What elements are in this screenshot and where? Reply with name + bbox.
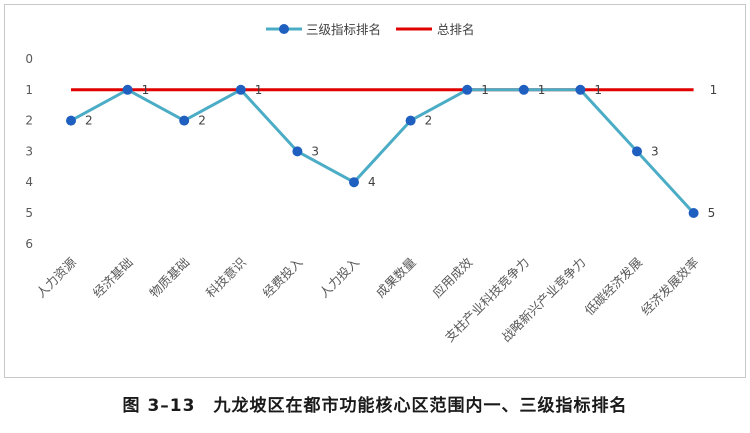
legend-label-series2: 总排名 [437, 22, 475, 37]
data-label: 3 [311, 144, 319, 158]
x-category-label: 经济基础 [90, 255, 136, 301]
x-category-label: 人力投入 [316, 254, 362, 300]
x-category-label: 低碳经济发展 [581, 255, 645, 319]
data-label: 2 [85, 114, 93, 128]
data-label: 2 [425, 114, 433, 128]
data-point [575, 84, 586, 95]
x-category-label: 应用成效 [429, 254, 475, 300]
series-line-tertiary-rank [70, 88, 695, 215]
data-point [518, 84, 529, 95]
y-tick-label: 0 [25, 52, 33, 66]
data-point [179, 115, 190, 126]
x-category-label: 物质基础 [146, 255, 192, 301]
data-label: 5 [708, 206, 716, 220]
data-point [235, 84, 246, 95]
data-point [349, 177, 359, 188]
data-point [292, 146, 303, 157]
data-point [405, 115, 416, 126]
data-point [688, 208, 699, 218]
data-label: 1 [538, 83, 546, 97]
y-tick-label: 1 [25, 83, 33, 97]
x-category-label: 成果数量 [373, 255, 419, 301]
figure-caption: 图 3–13 九龙坡区在都市功能核心区范围内一、三级指标排名 [122, 396, 628, 416]
chart-frame [4, 4, 746, 378]
data-label: 3 [651, 144, 659, 158]
data-label: 1 [255, 83, 263, 97]
data-point [462, 84, 473, 95]
y-tick-label: 4 [25, 175, 33, 189]
x-category-label: 经费投入 [260, 254, 306, 300]
y-tick-label: 3 [25, 144, 33, 158]
data-point [632, 146, 642, 157]
y-tick-label: 6 [25, 237, 33, 251]
x-category-label: 科技意识 [203, 255, 249, 301]
legend-label-series1: 三级指标排名 [306, 22, 381, 37]
data-point [122, 84, 133, 95]
data-point [66, 115, 76, 126]
data-label: 4 [368, 175, 376, 189]
data-label: 2 [198, 114, 206, 128]
data-label-total-rank: 1 [710, 83, 718, 97]
data-label: 1 [594, 83, 602, 97]
x-category-label: 人力资源 [33, 254, 79, 300]
y-tick-label: 2 [25, 114, 33, 128]
y-tick-label: 5 [25, 206, 33, 220]
data-label: 1 [142, 83, 150, 97]
legend-marker-series1 [279, 24, 289, 34]
data-label: 1 [481, 83, 489, 97]
x-category-label: 经济发展效率 [638, 255, 702, 319]
